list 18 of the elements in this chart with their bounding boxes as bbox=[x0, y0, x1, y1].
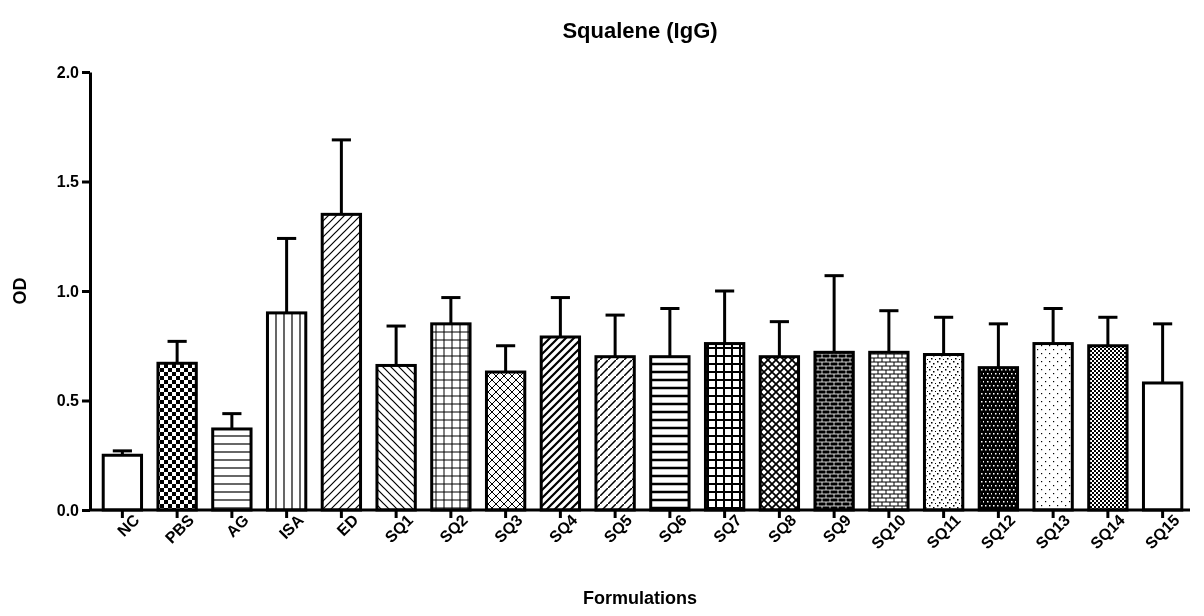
x-tick-label: SQ2 bbox=[436, 511, 472, 546]
x-tick-label: SQ1 bbox=[381, 511, 417, 546]
x-tick-label: NC bbox=[114, 510, 143, 540]
x-tick-label: SQ6 bbox=[655, 511, 691, 546]
y-tick-label: 0.5 bbox=[56, 392, 80, 410]
x-axis-title: Formulations bbox=[582, 588, 698, 608]
y-tick-label: 1.0 bbox=[56, 282, 80, 300]
x-tick-label: SQ9 bbox=[819, 511, 855, 546]
y-tick-label: 2.0 bbox=[56, 63, 80, 81]
y-axis-title: OD bbox=[10, 277, 30, 305]
x-tick-label: SQ8 bbox=[764, 511, 800, 546]
x-tick-label: SQ3 bbox=[491, 511, 526, 546]
y-tick-label: 1.5 bbox=[56, 173, 80, 191]
x-tick-label: ISA bbox=[275, 510, 308, 543]
x-tick-label: AG bbox=[222, 511, 252, 541]
x-tick-label: ED bbox=[333, 511, 362, 540]
y-tick-label: 0.0 bbox=[56, 501, 80, 519]
chart-title: Squalene (IgG) bbox=[562, 18, 718, 43]
